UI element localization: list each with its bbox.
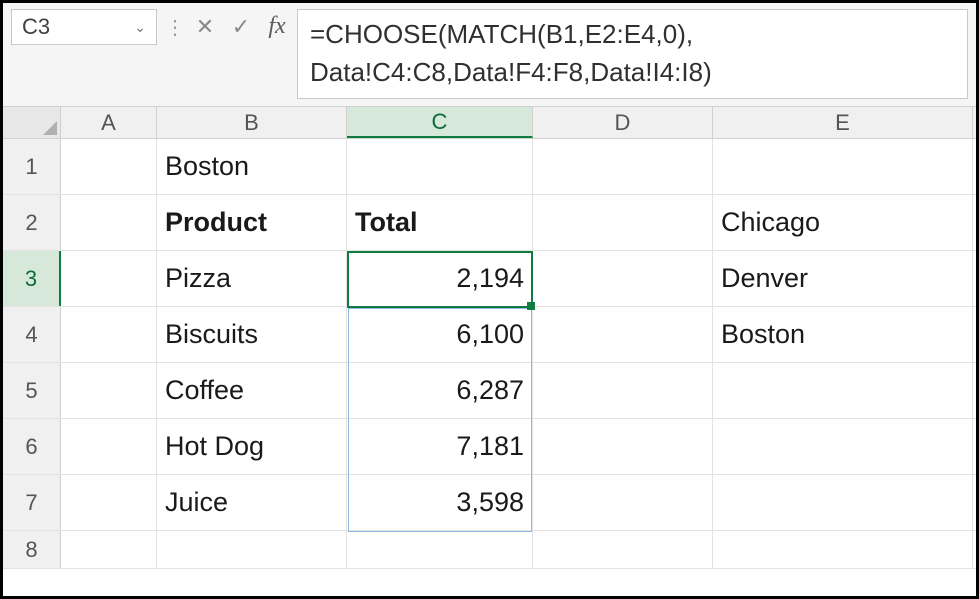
cell-E7[interactable] [713,475,973,530]
cell-C2[interactable]: Total [347,195,533,250]
fx-icon[interactable]: fx [265,13,289,40]
column-headers: A B C D E [3,107,976,139]
row-3: 3 Pizza 2,194 Denver [3,251,976,307]
cell-D1[interactable] [533,139,713,194]
formula-bar-buttons: ✕ ✓ fx [193,9,289,40]
cell-C7[interactable]: 3,598 [347,475,533,530]
row-header-5[interactable]: 5 [3,363,61,418]
row-header-6[interactable]: 6 [3,419,61,474]
cell-B8[interactable] [157,531,347,568]
formula-input[interactable]: =CHOOSE(MATCH(B1,E2:E4,0), Data!C4:C8,Da… [297,9,968,99]
spreadsheet-grid[interactable]: A B C D E 1 Boston 2 Product Total Chica… [3,107,976,569]
cell-E8[interactable] [713,531,973,568]
col-header-E[interactable]: E [713,107,973,138]
row-header-3[interactable]: 3 [3,251,61,306]
cell-A2[interactable] [61,195,157,250]
col-header-C[interactable]: C [347,107,533,138]
cell-A4[interactable] [61,307,157,362]
cell-D2[interactable] [533,195,713,250]
col-header-D[interactable]: D [533,107,713,138]
cell-D7[interactable] [533,475,713,530]
col-header-A[interactable]: A [61,107,157,138]
cell-D4[interactable] [533,307,713,362]
cell-D8[interactable] [533,531,713,568]
row-8: 8 [3,531,976,569]
cell-A5[interactable] [61,363,157,418]
col-header-B[interactable]: B [157,107,347,138]
row-4: 4 Biscuits 6,100 Boston [3,307,976,363]
cell-A8[interactable] [61,531,157,568]
row-1: 1 Boston [3,139,976,195]
cell-A1[interactable] [61,139,157,194]
cell-B6[interactable]: Hot Dog [157,419,347,474]
cell-C6[interactable]: 7,181 [347,419,533,474]
formula-line-1: =CHOOSE(MATCH(B1,E2:E4,0), [310,16,955,54]
cell-E3[interactable]: Denver [713,251,973,306]
cell-C8[interactable] [347,531,533,568]
cell-A6[interactable] [61,419,157,474]
cell-C5[interactable]: 6,287 [347,363,533,418]
cell-D5[interactable] [533,363,713,418]
cell-C1[interactable] [347,139,533,194]
row-5: 5 Coffee 6,287 [3,363,976,419]
name-box[interactable]: C3 ⌄ [11,9,157,45]
cell-E4[interactable]: Boston [713,307,973,362]
row-2: 2 Product Total Chicago [3,195,976,251]
row-header-7[interactable]: 7 [3,475,61,530]
cell-B1[interactable]: Boston [157,139,347,194]
cancel-icon[interactable]: ✕ [193,14,217,40]
enter-icon[interactable]: ✓ [229,14,253,40]
cell-C4[interactable]: 6,100 [347,307,533,362]
cell-B3[interactable]: Pizza [157,251,347,306]
cell-D6[interactable] [533,419,713,474]
formula-line-2: Data!C4:C8,Data!F4:F8,Data!I4:I8) [310,54,955,92]
cell-B4[interactable]: Biscuits [157,307,347,362]
vertical-dots-icon: ⋮ [165,9,185,40]
cell-E2[interactable]: Chicago [713,195,973,250]
chevron-down-icon[interactable]: ⌄ [134,19,146,36]
cell-E5[interactable] [713,363,973,418]
name-box-value: C3 [22,14,50,40]
cell-E6[interactable] [713,419,973,474]
cell-D3[interactable] [533,251,713,306]
row-6: 6 Hot Dog 7,181 [3,419,976,475]
cell-B5[interactable]: Coffee [157,363,347,418]
row-header-2[interactable]: 2 [3,195,61,250]
row-header-4[interactable]: 4 [3,307,61,362]
row-header-1[interactable]: 1 [3,139,61,194]
formula-bar: C3 ⌄ ⋮ ✕ ✓ fx =CHOOSE(MATCH(B1,E2:E4,0),… [3,3,976,107]
cell-A3[interactable] [61,251,157,306]
cell-B7[interactable]: Juice [157,475,347,530]
row-7: 7 Juice 3,598 [3,475,976,531]
cell-E1[interactable] [713,139,973,194]
row-header-8[interactable]: 8 [3,531,61,568]
cell-B2[interactable]: Product [157,195,347,250]
select-all-corner[interactable] [3,107,61,138]
cell-A7[interactable] [61,475,157,530]
cell-C3[interactable]: 2,194 [347,251,533,306]
